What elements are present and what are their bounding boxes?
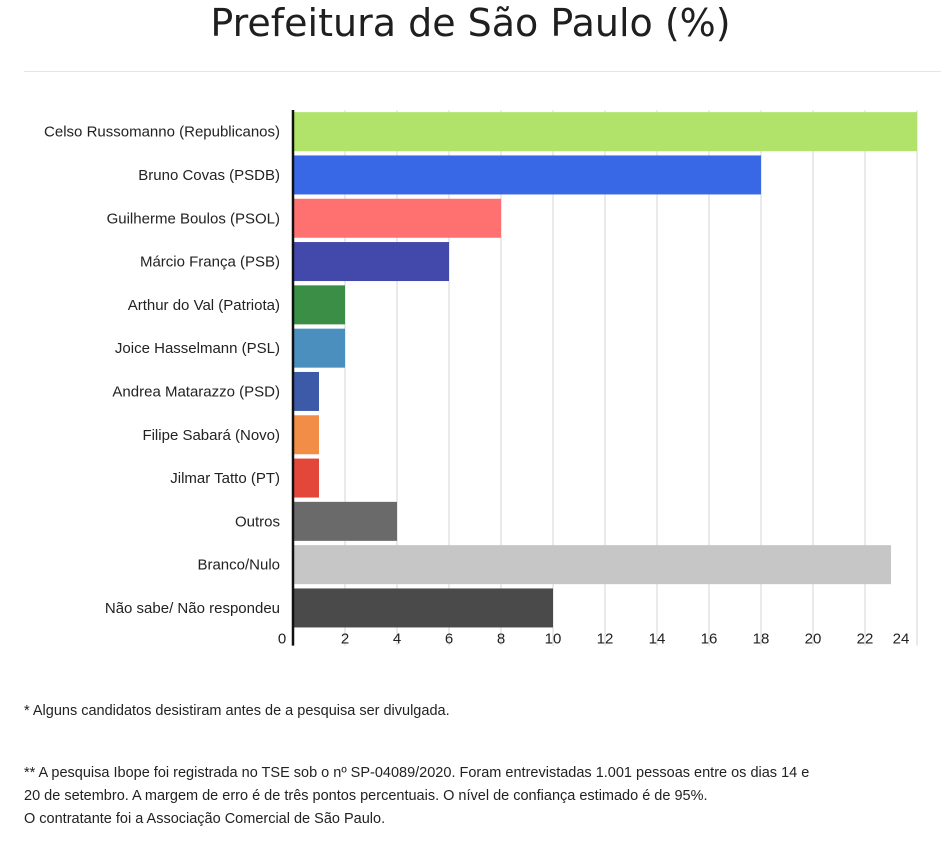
bar xyxy=(294,155,761,195)
chart-title: Prefeitura de São Paulo (%) xyxy=(210,1,731,45)
x-tick-label: 16 xyxy=(701,631,718,648)
category-label: Arthur do Val (Patriota) xyxy=(128,297,280,314)
x-tick-label: 4 xyxy=(393,631,401,648)
category-label: Guilherme Boulos (PSOL) xyxy=(107,210,280,227)
bar xyxy=(294,242,449,282)
footnote-line: ** A pesquisa Ibope foi registrada no TS… xyxy=(24,765,810,781)
bar xyxy=(294,501,397,541)
bar xyxy=(294,545,891,585)
bar xyxy=(294,415,319,455)
bar xyxy=(294,458,319,498)
bar xyxy=(294,328,345,368)
category-label: Joice Hasselmann (PSL) xyxy=(115,340,280,357)
category-label: Outros xyxy=(235,513,280,530)
category-label: Não sabe/ Não respondeu xyxy=(105,600,280,617)
category-label: Branco/Nulo xyxy=(197,557,280,574)
x-tick-label: 14 xyxy=(649,631,666,648)
bar xyxy=(294,112,917,152)
footnote-line: 20 de setembro. A margem de erro é de tr… xyxy=(24,788,708,804)
x-tick-label: 12 xyxy=(597,631,614,648)
x-tick-label: 10 xyxy=(545,631,562,648)
x-tick-label: 18 xyxy=(753,631,770,648)
category-label: Andrea Matarazzo (PSD) xyxy=(112,383,280,400)
x-tick-label: 20 xyxy=(805,631,822,648)
bar-chart: Celso Russomanno (Republicanos) Bruno Cov… xyxy=(44,110,918,648)
category-label: Celso Russomanno (Republicanos) xyxy=(44,124,280,141)
category-label: Filipe Sabará (Novo) xyxy=(142,427,280,444)
footnote-methodology: ** A pesquisa Ibope foi registrada no TS… xyxy=(24,762,809,831)
category-label: Bruno Covas (PSDB) xyxy=(138,167,280,184)
footnote-withdrawn: * Alguns candidatos desistiram antes de … xyxy=(24,703,450,719)
x-tick-label: 22 xyxy=(857,631,874,648)
title-divider xyxy=(24,71,941,72)
bar xyxy=(294,285,345,325)
bar xyxy=(294,588,553,628)
x-tick-label: 6 xyxy=(445,631,453,648)
x-tick-label: 24 xyxy=(893,631,910,648)
bar xyxy=(294,371,319,411)
footnote-line: O contratante foi a Associação Comercial… xyxy=(24,811,386,827)
x-tick-label: 2 xyxy=(341,631,349,648)
bar xyxy=(294,198,501,238)
x-tick-label: 8 xyxy=(497,631,505,648)
category-label: Márcio França (PSB) xyxy=(140,254,280,271)
x-tick-label: 0 xyxy=(278,631,286,648)
category-label: Jilmar Tatto (PT) xyxy=(170,470,280,487)
